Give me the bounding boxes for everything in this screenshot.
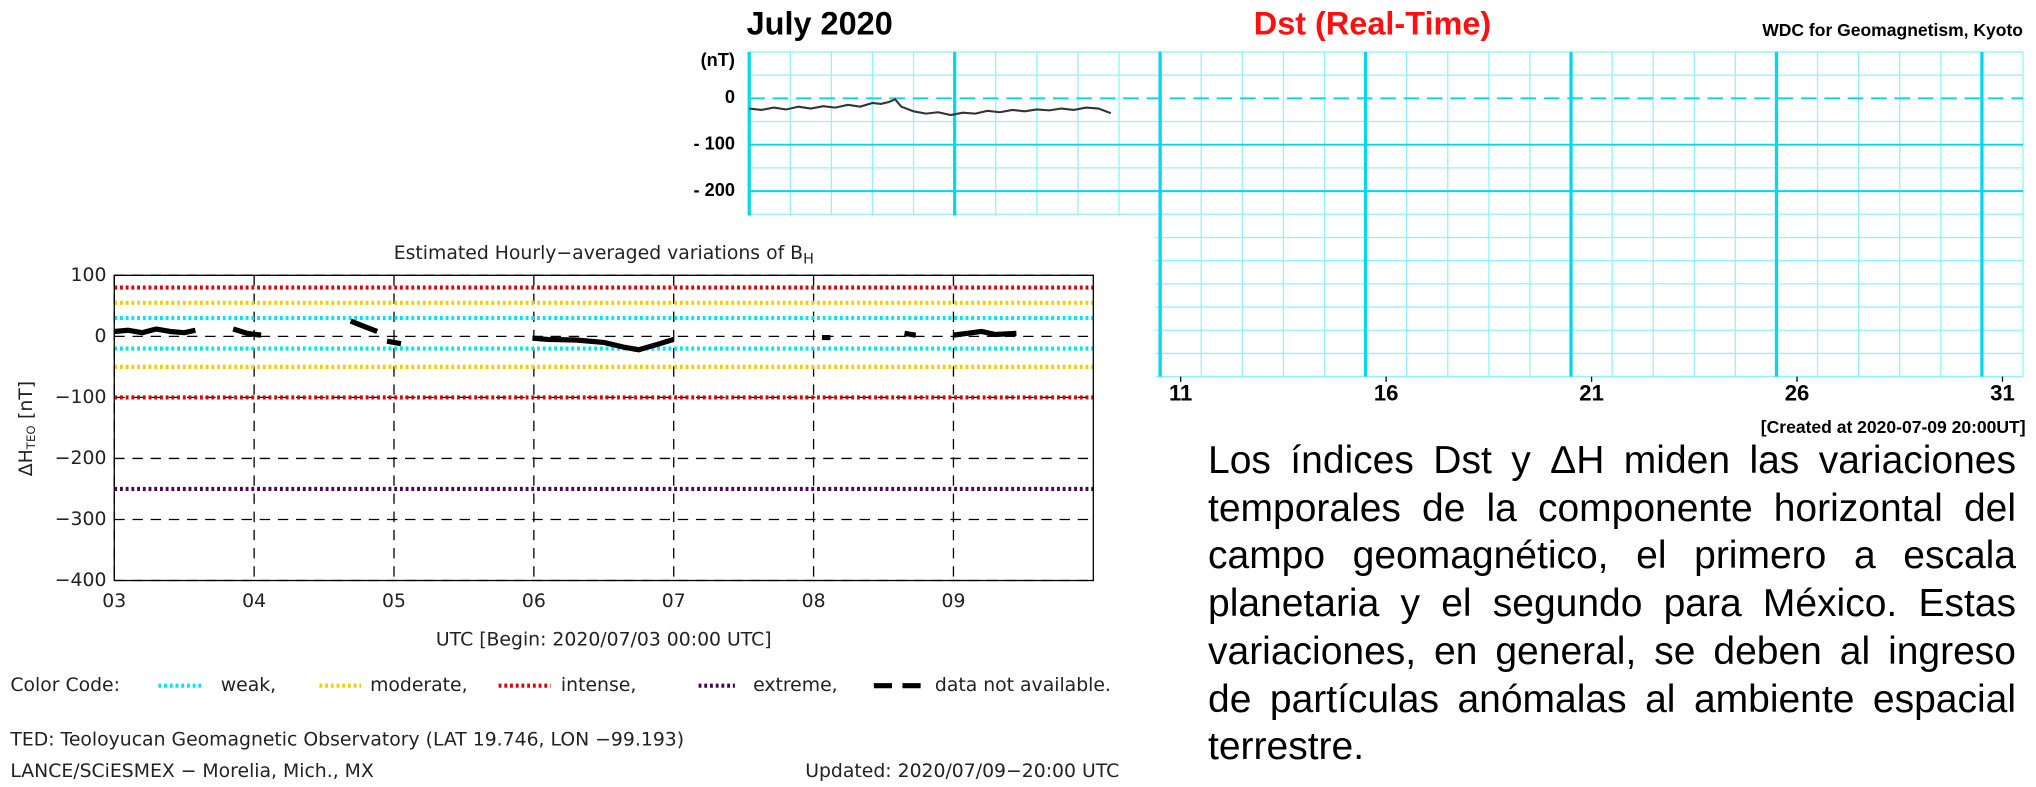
x-tick-label: 26	[1785, 381, 1810, 406]
y-tick-label: −100	[55, 387, 107, 408]
source: WDC for Geomagnetism, Kyoto	[1762, 20, 2023, 40]
panel-background	[0, 215, 1156, 787]
y-tick-label: −200	[55, 448, 107, 469]
legend-title: Color Code:	[10, 675, 120, 696]
x-tick-label: 08	[802, 591, 826, 612]
x-tick-label: 03	[102, 591, 126, 612]
y-label-unit: [nT]	[15, 381, 36, 419]
created-note: [Created at 2020-07-09 20:00UT]	[1761, 417, 2026, 437]
y-label-subscript: TEO	[24, 425, 38, 450]
y-tick-label: - 100	[694, 134, 735, 154]
station: TED: Teoloyucan Geomagnetic Observatory …	[9, 730, 684, 751]
y-tick-label: −400	[55, 570, 107, 591]
chart-title: July 2020	[747, 6, 893, 42]
chart-title: Estimated Hourly−averaged variations of …	[394, 243, 814, 268]
x-tick-label: 31	[1990, 381, 2015, 406]
x-tick-label: 09	[941, 591, 965, 612]
delta-h-line	[114, 318, 1017, 353]
x-tick-label: 07	[662, 591, 686, 612]
institution: LANCE/SCiESMEX − Morelia, Mich., MX	[10, 761, 374, 782]
x-tick-label: 06	[522, 591, 546, 612]
title-subscript: H	[803, 252, 814, 268]
x-tick-label: 21	[1579, 381, 1604, 406]
title-text: Estimated Hourly−averaged variations of …	[394, 243, 803, 264]
chart-subtitle: Dst (Real-Time)	[1254, 6, 1491, 42]
dst-line	[749, 97, 1112, 117]
y-tick-label: 100	[71, 265, 107, 286]
y-axis-label: ΔHTEO [nT]	[15, 381, 37, 476]
x-axis-label: UTC [Begin: 2020/07/03 00:00 UTC]	[436, 630, 772, 651]
legend-label: data not available.	[935, 675, 1111, 696]
y-label-text: ΔH	[15, 449, 36, 476]
y-tick-label: 0	[94, 326, 106, 347]
x-tick-label: 16	[1374, 381, 1399, 406]
y-tick-label: - 200	[694, 180, 735, 200]
y-tick-label: 0	[725, 87, 735, 107]
y-axis-label: (nT)	[701, 50, 735, 70]
x-tick-label: 04	[242, 591, 266, 612]
x-tick-label: 05	[382, 591, 406, 612]
y-tick-label: −300	[55, 509, 107, 530]
updated: Updated: 2020/07/09−20:00 UTC	[805, 761, 1119, 782]
plot-frame	[113, 274, 1094, 582]
legend-label: intense,	[561, 675, 636, 696]
legend-label: moderate,	[370, 675, 468, 696]
x-tick-label: 11	[1169, 381, 1192, 406]
description: Los índices Dst y ΔH miden las variacion…	[1208, 439, 2016, 769]
legend-label: weak,	[221, 675, 276, 696]
legend-label: extreme,	[753, 675, 838, 696]
